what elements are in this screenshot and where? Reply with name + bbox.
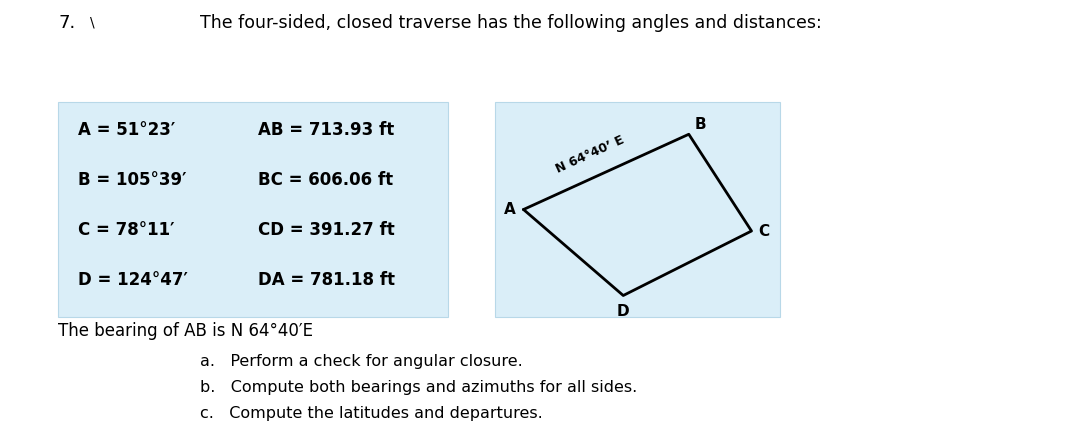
Text: 7.: 7. [58, 14, 76, 32]
Text: C: C [758, 224, 770, 238]
Text: D = 124°47′: D = 124°47′ [78, 271, 188, 289]
Text: B: B [694, 117, 706, 132]
Text: AB = 713.93 ft: AB = 713.93 ft [258, 121, 394, 139]
Text: b.   Compute both bearings and azimuths for all sides.: b. Compute both bearings and azimuths fo… [200, 380, 637, 395]
Text: c.   Compute the latitudes and departures.: c. Compute the latitudes and departures. [200, 406, 543, 421]
Text: a.   Perform a check for angular closure.: a. Perform a check for angular closure. [200, 354, 523, 369]
Text: The bearing of AB is N 64°40′E: The bearing of AB is N 64°40′E [58, 322, 313, 340]
Text: The four-sided, closed traverse has the following angles and distances:: The four-sided, closed traverse has the … [200, 14, 822, 32]
Bar [495, 102, 780, 317]
Text: N 64°40’ E: N 64°40’ E [554, 134, 626, 176]
Text: DA = 781.18 ft: DA = 781.18 ft [258, 271, 395, 289]
Text: D: D [617, 303, 630, 319]
Text: A: A [503, 202, 515, 217]
Text: \: \ [90, 16, 95, 30]
Bar [58, 102, 448, 317]
Text: BC = 606.06 ft: BC = 606.06 ft [258, 171, 393, 189]
Text: C = 78°11′: C = 78°11′ [78, 221, 175, 239]
Text: CD = 391.27 ft: CD = 391.27 ft [258, 221, 395, 239]
Text: B = 105°39′: B = 105°39′ [78, 171, 187, 189]
Text: A = 51°23′: A = 51°23′ [78, 121, 175, 139]
